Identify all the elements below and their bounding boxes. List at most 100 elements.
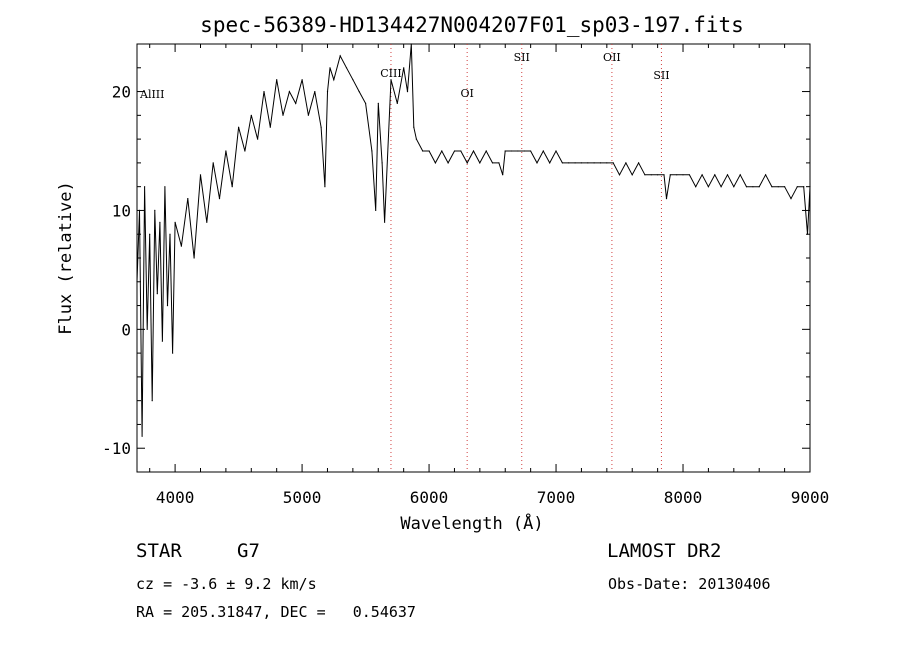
x-tick-label: 7000 [537, 488, 576, 507]
spectrum-point [269, 126, 271, 128]
spectrum-point [225, 150, 227, 152]
spectrum-point [326, 91, 329, 93]
spectrum-point [333, 79, 335, 81]
spectrum-point [502, 174, 504, 176]
spectrum-point [199, 174, 202, 176]
spectrum-point [809, 186, 811, 188]
spectrum-point [144, 186, 146, 188]
spectrum-point [377, 102, 379, 104]
spectrum-point [688, 174, 691, 176]
spectrum-point [485, 150, 487, 152]
spectrum-point [665, 198, 668, 200]
spectrum-point [447, 162, 449, 164]
spectrum-point [542, 150, 544, 152]
spectrum-point [174, 221, 176, 223]
spectrum-point [244, 150, 246, 152]
spectrum-point [638, 162, 640, 164]
spectrum-point [154, 209, 156, 211]
spectrum-point [498, 162, 500, 164]
spectrum-point [606, 162, 608, 164]
spectrum-point [263, 91, 265, 93]
spectrum-point [599, 162, 602, 164]
spectrum-line [136, 43, 811, 437]
spectrum-point [428, 150, 430, 152]
spectrum-point [631, 174, 633, 176]
spectrum-point [193, 257, 195, 259]
line-marker-label: CIII [380, 67, 401, 80]
spectrum-point [238, 126, 240, 128]
spectrum-point [765, 174, 767, 176]
spectrum-point [669, 174, 671, 176]
spectrum-point [790, 198, 792, 200]
line-markers: CIII OI SII OII SII [380, 44, 670, 472]
x-axis-label: Wavelength (Å) [400, 512, 543, 534]
spectrum-point [352, 79, 354, 81]
spectrum-point [568, 162, 570, 164]
spectrum-point [250, 114, 252, 116]
spectrum-point [472, 150, 475, 152]
coordinates: RA = 205.31847, DEC = 0.54637 [136, 603, 416, 621]
spectrum-point [707, 186, 710, 188]
spectrum-point [422, 150, 424, 152]
y-tick-label: -10 [102, 439, 131, 458]
spectrum-point [434, 162, 436, 164]
plot-frame [136, 43, 811, 473]
spectrum-point [329, 67, 331, 69]
spectrum-point [324, 186, 326, 188]
spectrum-point [396, 102, 398, 104]
spectrum-point [593, 162, 595, 164]
spectrum-point [460, 150, 462, 152]
spectrum-point [752, 186, 754, 188]
spectrum-point [676, 174, 678, 176]
spectrum-point [415, 138, 417, 140]
spectrum-point [358, 91, 360, 93]
spectrum-point [549, 162, 551, 164]
spectrum-point [187, 198, 189, 200]
spectrum-point [406, 91, 409, 93]
spectrum-point [663, 174, 665, 176]
spectrum-point [151, 400, 153, 402]
redshift-velocity: cz = -3.6 ± 9.2 km/s [136, 575, 317, 593]
spectrum-point [771, 186, 773, 188]
spectrum-point [371, 150, 373, 152]
spectrum-series [136, 43, 811, 437]
survey-release: LAMOST DR2 [607, 540, 722, 562]
spectrum-point [365, 102, 367, 104]
spectrum-point [136, 281, 138, 283]
y-tick-label: 10 [112, 201, 131, 220]
spectrum-point [536, 162, 538, 164]
spectrum-point [784, 186, 786, 188]
spectrum-point [682, 174, 684, 176]
spectrum-point [777, 186, 779, 188]
spectrum-point [218, 198, 221, 200]
spectrum-point [523, 150, 525, 152]
spectrum-point [295, 102, 297, 104]
spectrum-point [555, 150, 557, 152]
spectrum-point [257, 138, 259, 140]
edge-line-label: AlIII [139, 88, 165, 101]
spectrum-point [574, 162, 576, 164]
spectrum-point [172, 352, 174, 354]
spectrum-point [384, 221, 386, 223]
x-tick-label: 4000 [156, 488, 195, 507]
line-marker-label: SII [514, 51, 530, 64]
spectrum-point [466, 162, 468, 164]
x-tick-label: 6000 [410, 488, 449, 507]
spectrum-point [146, 328, 148, 330]
spectrum-point [517, 150, 519, 152]
spectrum-point [141, 435, 143, 437]
axis-ticks: 4000 5000 6000 7000 8000 9000 -10 0 10 20 [102, 44, 829, 507]
spectrum-point [511, 150, 513, 152]
spectrum-point [739, 174, 741, 176]
spectrum-point [180, 245, 182, 247]
spectrum-point [159, 221, 161, 223]
chart-title: spec-56389-HD134427N004207F01_sp03-197.f… [200, 13, 744, 37]
spectrum-point [726, 174, 729, 176]
spectrum-point [803, 186, 805, 188]
x-tick-label: 8000 [664, 488, 703, 507]
spectrum-point [580, 162, 583, 164]
spectrum-point [644, 174, 646, 176]
spectrum-point [413, 126, 415, 128]
spectrum-point [166, 305, 169, 307]
spectrum-point [695, 186, 697, 188]
